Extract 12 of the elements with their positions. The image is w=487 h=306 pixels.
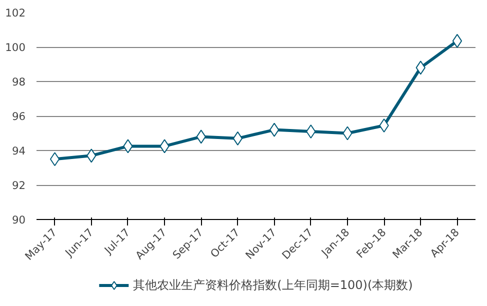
point: [452, 34, 462, 48]
y-tick-label: 100: [5, 41, 26, 54]
point: [232, 131, 243, 146]
y-tick-label: 90: [12, 214, 26, 226]
y-tick-label: 102: [5, 6, 26, 20]
y-tick-label: 94: [12, 144, 26, 158]
y-tick-label: 98: [12, 76, 26, 88]
y-tick-label: 96: [12, 110, 26, 123]
point: [269, 122, 280, 137]
point: [50, 152, 60, 166]
y-tick-label: 92: [12, 179, 26, 192]
legend-label: 其他农业生产资料价格指数(上年同期=100)(本期数): [133, 276, 413, 294]
